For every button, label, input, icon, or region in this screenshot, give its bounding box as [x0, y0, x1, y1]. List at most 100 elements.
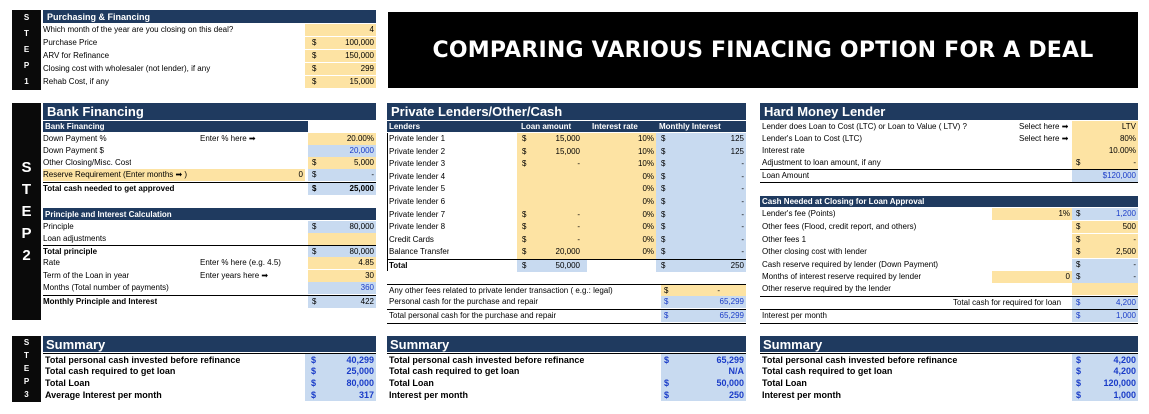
summary-hm-label-1: Total personal cash invested before refi… — [762, 355, 958, 365]
summary-bank-row-1: Total personal cash invested before refi… — [43, 353, 376, 366]
private-lender-rate-input[interactable]: 10% — [637, 146, 654, 156]
private-lender-amount-input[interactable]: 15,000 — [555, 146, 580, 156]
hm-fee-pct-input[interactable]: 1% — [992, 208, 1072, 220]
private-lender-amount-dollar: $ — [522, 234, 527, 244]
hm-fee-value: 1,200 — [1115, 209, 1136, 218]
purchase-price-input[interactable] — [305, 37, 376, 49]
hm-months-reserve-label: Months of interest reserve required by l… — [762, 272, 922, 281]
private-personal-cash-value: 65,299 — [719, 297, 744, 306]
step-3-number: 3 — [24, 390, 29, 400]
private-lender-rate-input[interactable]: 10% — [637, 134, 654, 143]
private-lender-amount-input[interactable]: 15,000 — [555, 134, 580, 143]
private-total-personal-cell — [661, 310, 746, 322]
arv-input[interactable] — [305, 50, 376, 62]
hm-cash-reserve-cell — [1072, 259, 1138, 271]
private-row-total-personal: Total personal cash for the purchase and… — [387, 309, 746, 324]
monthly-value: 422 — [360, 297, 374, 306]
private-lender-amount-input[interactable]: - — [577, 234, 580, 244]
private-lender-amount-input[interactable]: - — [577, 209, 580, 219]
hm-other-fees-value: 500 — [1122, 222, 1136, 231]
summary-private-cell-1 — [661, 354, 746, 366]
hm-months-reserve-dollar: $ — [1076, 272, 1081, 281]
private-lender-rate-input[interactable]: 0% — [642, 247, 654, 257]
private-lender-amount-input[interactable] — [537, 171, 582, 183]
private-lender-amount-input[interactable]: 20,000 — [555, 247, 580, 257]
summary-private-cell-3 — [661, 377, 746, 389]
hm-ltc-select[interactable]: LTV — [1072, 121, 1138, 133]
private-lender-name: Private lender 4 — [389, 171, 446, 181]
hm-row-cash-reserve: Cash reserve required by lender (Down Pa… — [760, 259, 1138, 271]
private-lender-rate-input[interactable]: 0% — [642, 234, 654, 244]
hm-interest-input[interactable]: 10.00% — [1072, 145, 1138, 157]
summary-hm-row-2: Total cash required to get loan $ 4,200 — [760, 365, 1138, 377]
down-usd-value: 20,000 — [308, 145, 376, 157]
summary-hm-cell-3 — [1072, 377, 1138, 389]
rate-input[interactable]: 4.85 — [308, 257, 376, 269]
step-1-letter-e: E — [23, 45, 30, 54]
summary-bank-cell-1 — [305, 354, 376, 366]
private-lender-amount-input[interactable] — [537, 196, 582, 208]
closing-month-input[interactable]: 4 — [305, 24, 376, 36]
other-closing-input[interactable] — [308, 157, 376, 169]
private-lender-rate-input[interactable]: 0% — [642, 197, 654, 206]
hm-other-fees1-value: - — [1133, 235, 1136, 244]
bank-row-loan-adj: Loan adjustments — [43, 233, 376, 245]
private-lender-rate-input[interactable]: 0% — [642, 209, 654, 219]
down-pct-input[interactable]: 20.00% — [308, 133, 376, 145]
summary-private-value-2: N/A — [728, 366, 745, 376]
hm-other-closing-input[interactable] — [1072, 246, 1138, 258]
private-lender-amount-input[interactable]: - — [577, 222, 580, 232]
hm-months-reserve-cell — [1072, 271, 1138, 283]
monthly-dollar: $ — [312, 297, 317, 306]
hm-adjust-input[interactable] — [1072, 157, 1138, 169]
summary-bank-row-4: Average Interest per month $ 317 — [43, 389, 376, 401]
term-input[interactable]: 30 — [308, 270, 376, 282]
summary-private-dollar-3: $ — [664, 378, 670, 388]
hm-other-closing-label: Other closing cost with lender — [762, 247, 867, 256]
hm-other-reserve-label: Other reserve required by the lender — [762, 284, 891, 293]
hm-interest-label: Interest rate — [762, 146, 805, 155]
rehab-label: Rehab Cost, if any — [43, 77, 109, 86]
purchasing-financing-header: Purchasing & Financing — [43, 10, 376, 23]
summary-hm-value-4: 1,000 — [1113, 390, 1136, 400]
reserve-months-input[interactable]: 0 — [263, 169, 305, 181]
hm-fee-dollar: $ — [1076, 209, 1081, 218]
private-total-monthly-dollar: $ — [661, 261, 666, 270]
bank-row-total-principle: Total principle $ 80,000 — [43, 245, 376, 258]
private-lender-rate-input[interactable]: 10% — [637, 159, 654, 169]
rehab-input[interactable] — [305, 76, 376, 88]
hm-adjust-label: Adjustment to loan amount, if any — [762, 158, 881, 167]
private-lender-monthly-value: - — [741, 247, 744, 257]
summary-bank-dollar-1: $ — [311, 355, 317, 365]
private-lender-rate-input[interactable]: 0% — [642, 184, 654, 194]
summary-hm-row-1: Total personal cash invested before refi… — [760, 353, 1138, 366]
hm-cash-reserve-label: Cash reserve required by lender (Down Pa… — [762, 260, 939, 269]
hm-other-fees1-input[interactable] — [1072, 234, 1138, 246]
private-personal-cash-label: Personal cash for the purchase and repai… — [389, 297, 538, 306]
closing-cost-input[interactable] — [305, 63, 376, 75]
private-lender-amount-input[interactable]: - — [577, 159, 580, 169]
hm-row-total-cash: Total cash for required for loan $ 4,200 — [760, 296, 1138, 309]
private-other-fees-input[interactable] — [661, 285, 746, 297]
hm-other-fees-input[interactable] — [1072, 221, 1138, 233]
bank-financing-title: Bank Financing — [43, 103, 376, 120]
summary-private-row-3: Total Loan $ 50,000 — [387, 377, 746, 389]
page-title: COMPARING VARIOUS FINACING OPTION FOR A … — [432, 37, 1094, 63]
hard-money-title: Hard Money Lender — [760, 103, 1138, 120]
summary-private-cell-4 — [661, 389, 746, 401]
private-lender-amount-input[interactable] — [537, 183, 582, 195]
private-lender-rate-input[interactable]: 0% — [642, 171, 654, 181]
reserve-dollar: $ — [312, 170, 317, 179]
hm-other-closing-value: 2,500 — [1115, 247, 1136, 256]
hm-months-reserve-input[interactable]: 0 — [992, 271, 1072, 283]
private-other-fees-value: - — [717, 286, 720, 295]
private-lender-amount-dollar: $ — [522, 146, 527, 156]
hm-other-reserve-input[interactable] — [1072, 283, 1138, 295]
private-lenders-grid — [387, 133, 746, 271]
hm-lender-ltc-select[interactable]: 80% — [1072, 133, 1138, 145]
private-lender-rate-input[interactable]: 0% — [642, 222, 654, 232]
loan-adj-input[interactable] — [308, 233, 376, 245]
private-lender-monthly-dollar: $ — [661, 171, 666, 181]
hm-other-fees1-label: Other fees 1 — [762, 235, 807, 244]
private-lender-monthly-dollar: $ — [661, 184, 666, 194]
